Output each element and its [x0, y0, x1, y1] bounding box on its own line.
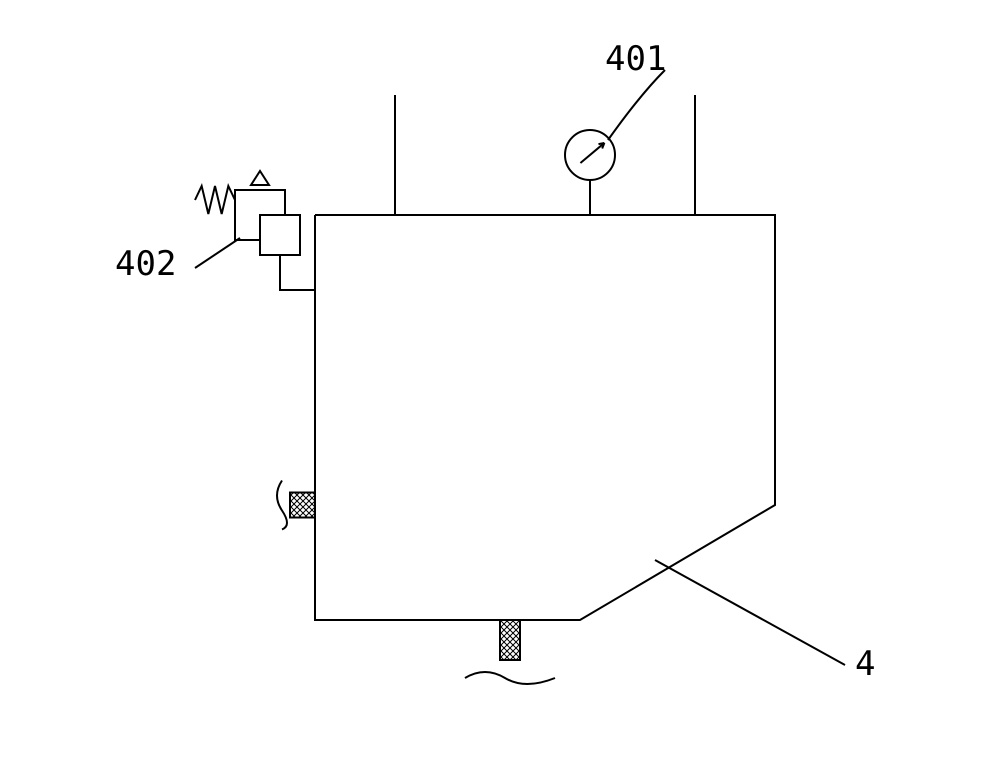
bottom-port-hatched — [500, 620, 520, 660]
label-label-4: 4 — [855, 644, 875, 684]
valve-box-front — [260, 215, 300, 255]
bottom-port-break-line — [465, 672, 555, 684]
label-label-402: 402 — [115, 244, 176, 284]
left-port-hatched — [290, 493, 315, 518]
leader-4 — [655, 560, 845, 665]
schematic-diagram: 401 402 4 — [0, 0, 1000, 770]
left-port-break-line — [277, 481, 287, 530]
valve-elbow-pipe — [280, 255, 315, 290]
label-label-401: 401 — [605, 39, 666, 79]
valve-triangle-icon — [251, 171, 269, 185]
valve-spring-icon — [195, 186, 235, 214]
leader-401 — [608, 70, 665, 140]
leader-402 — [195, 238, 240, 268]
tank-body — [315, 215, 775, 620]
gauge-needle — [580, 143, 604, 163]
